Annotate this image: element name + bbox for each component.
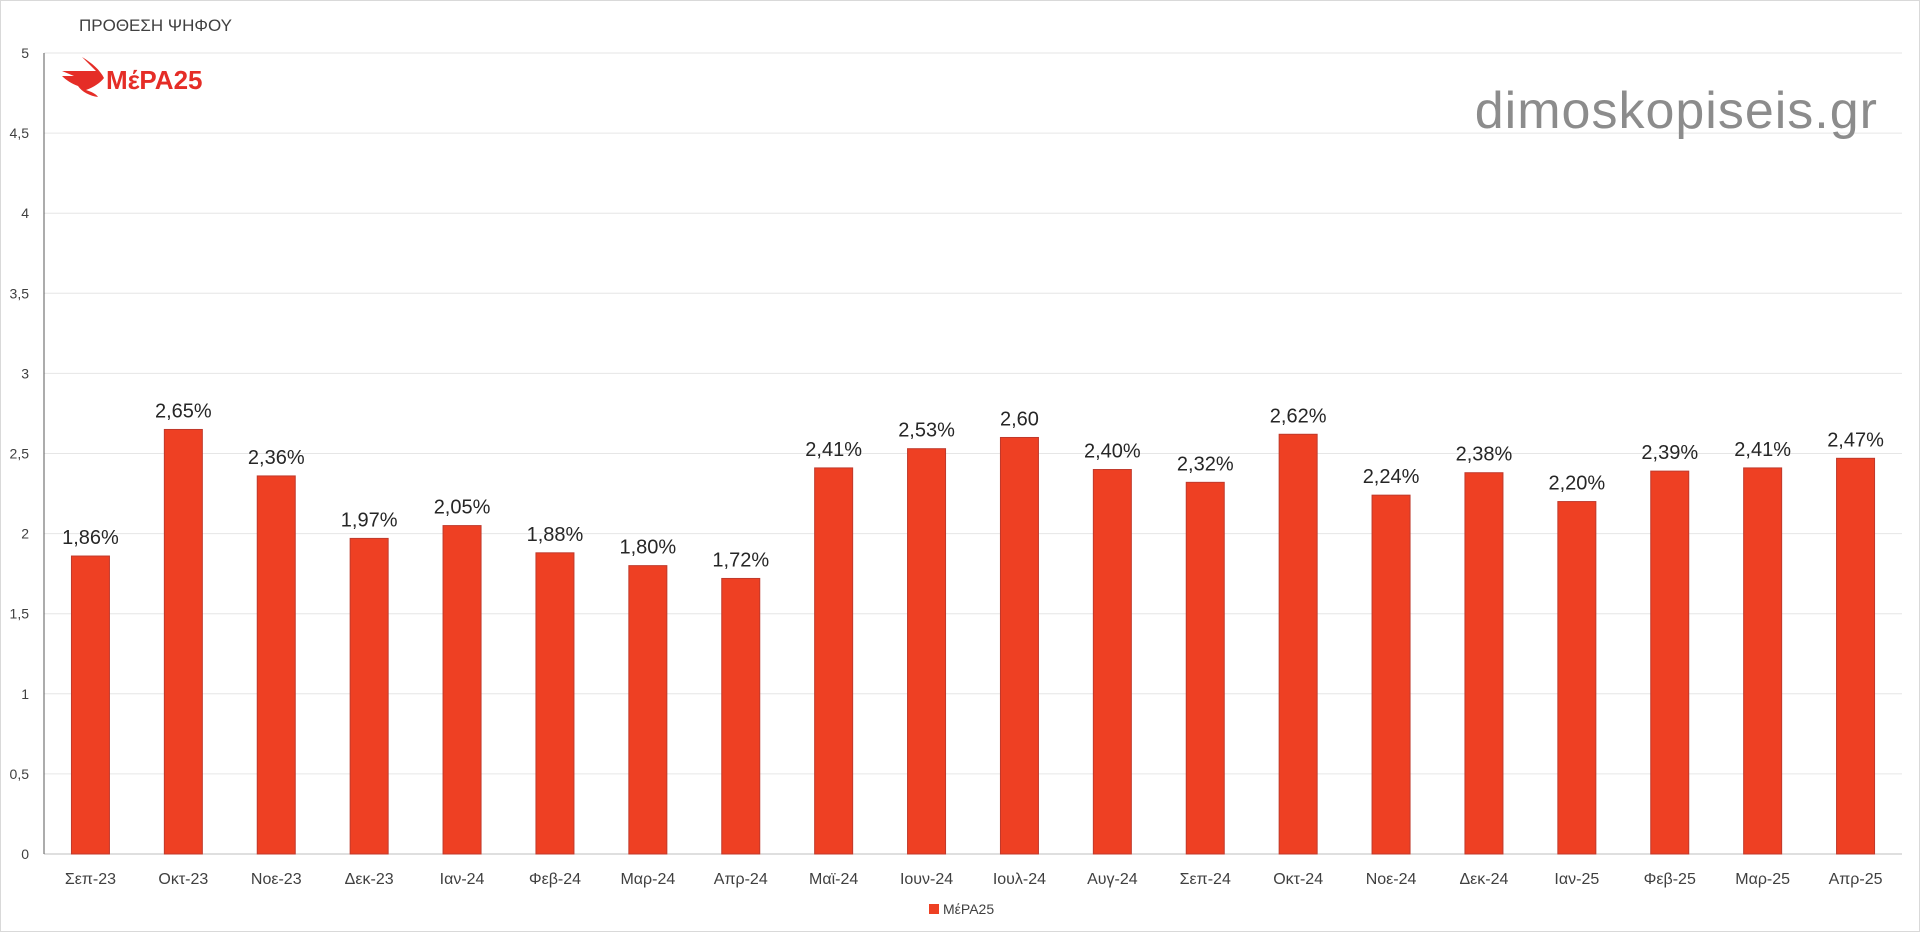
data-label: 2,32% — [1177, 453, 1234, 475]
x-tick-label: Ιαν-25 — [1554, 871, 1599, 888]
data-label: 1,88% — [527, 524, 584, 546]
bar — [349, 537, 389, 855]
bars — [70, 428, 1876, 855]
data-label: 2,53% — [898, 420, 955, 442]
data-label: 2,39% — [1641, 442, 1698, 464]
x-tick-label: Απρ-25 — [1829, 871, 1883, 888]
bar — [442, 525, 482, 855]
data-label: 2,65% — [155, 400, 212, 422]
x-tick-label: Μαρ-25 — [1735, 871, 1790, 888]
data-label: 2,20% — [1548, 473, 1605, 495]
bar — [1557, 501, 1597, 855]
x-tick-label: Ιουν-24 — [900, 871, 953, 888]
y-tick-label: 4,5 — [10, 125, 30, 141]
legend: ΜέΡΑ25 — [929, 901, 994, 917]
x-tick-label: Νοε-24 — [1366, 871, 1417, 888]
bar — [535, 552, 575, 855]
data-label: 1,80% — [619, 537, 676, 559]
data-label: 2,36% — [248, 447, 305, 469]
bar — [1092, 469, 1132, 855]
x-axis-ticks: Σεπ-23 Οκτ-23 Νοε-23 Δεκ-23 Ιαν-24 Φεβ-24 Μαρ-… — [65, 871, 1883, 888]
x-tick-label: Ιουλ-24 — [993, 871, 1046, 888]
x-tick-label: Φεβ-24 — [529, 871, 581, 888]
data-label: 1,97% — [341, 509, 398, 531]
bar — [1836, 457, 1876, 855]
chart-title: ΠΡΟΘΕΣΗ ΨΗΦΟΥ — [79, 16, 232, 35]
x-tick-label: Ιαν-24 — [440, 871, 485, 888]
gridlines — [44, 52, 1902, 855]
bar — [814, 467, 854, 855]
y-tick-label: 2,5 — [10, 446, 30, 462]
bar — [1464, 472, 1504, 855]
y-tick-label: 1,5 — [10, 606, 30, 622]
data-label: 2,41% — [1734, 439, 1791, 461]
legend-swatch — [929, 904, 939, 914]
bar — [1650, 470, 1690, 855]
data-label: 2,40% — [1084, 441, 1141, 463]
x-tick-label: Φεβ-25 — [1644, 871, 1696, 888]
bar — [721, 577, 761, 855]
logo-text: ΜέΡΑ25 — [106, 65, 203, 95]
x-tick-label: Δεκ-23 — [345, 871, 394, 888]
data-label: 2,38% — [1456, 444, 1513, 466]
bar — [1278, 433, 1318, 855]
y-tick-label: 0,5 — [10, 766, 30, 782]
data-label: 2,47% — [1827, 429, 1884, 451]
bar — [1743, 467, 1783, 855]
data-label: 2,05% — [434, 497, 491, 519]
data-label: 2,41% — [805, 439, 862, 461]
x-tick-label: Μαϊ-24 — [809, 871, 858, 888]
bar — [628, 565, 668, 855]
x-tick-label: Σεπ-24 — [1180, 871, 1231, 888]
bar — [1185, 481, 1225, 855]
bar — [1371, 494, 1411, 855]
y-tick-label: 5 — [21, 45, 29, 61]
data-label: 2,62% — [1270, 405, 1327, 427]
y-tick-label: 2 — [21, 526, 29, 542]
x-tick-label: Αυγ-24 — [1087, 871, 1138, 888]
swallow-logo-icon — [62, 57, 104, 97]
y-axis-ticks: 0 0,5 1 1,5 2 2,5 3 3,5 4 4,5 5 — [10, 45, 30, 862]
x-tick-label: Οκτ-23 — [158, 871, 208, 888]
bar — [256, 475, 296, 855]
x-tick-label: Δεκ-24 — [1459, 871, 1508, 888]
y-tick-label: 3 — [21, 365, 29, 381]
x-tick-label: Νοε-23 — [251, 871, 302, 888]
data-labels: 1,86% 2,65% 2,36% 1,97% 2,05% 1,88% 1,80% 1,72%… — [62, 400, 1884, 571]
data-label: 2,60 — [1000, 408, 1039, 430]
legend-label: ΜέΡΑ25 — [943, 901, 994, 917]
data-label: 1,86% — [62, 527, 119, 549]
x-tick-label: Σεπ-23 — [65, 871, 116, 888]
y-tick-label: 3,5 — [10, 285, 30, 301]
y-tick-label: 4 — [21, 205, 29, 221]
bar — [70, 555, 110, 855]
bar — [907, 448, 947, 855]
y-tick-label: 0 — [21, 846, 29, 862]
x-tick-label: Απρ-24 — [714, 871, 768, 888]
data-label: 1,72% — [712, 549, 769, 571]
x-tick-label: Οκτ-24 — [1273, 871, 1323, 888]
x-tick-label: Μαρ-24 — [620, 871, 675, 888]
y-tick-label: 1 — [21, 686, 29, 702]
watermark: dimoskopiseis.gr — [1475, 82, 1878, 140]
data-label: 2,24% — [1363, 466, 1420, 488]
logo: ΜέΡΑ25 — [62, 57, 203, 97]
bar — [999, 436, 1039, 855]
bar — [163, 428, 203, 855]
